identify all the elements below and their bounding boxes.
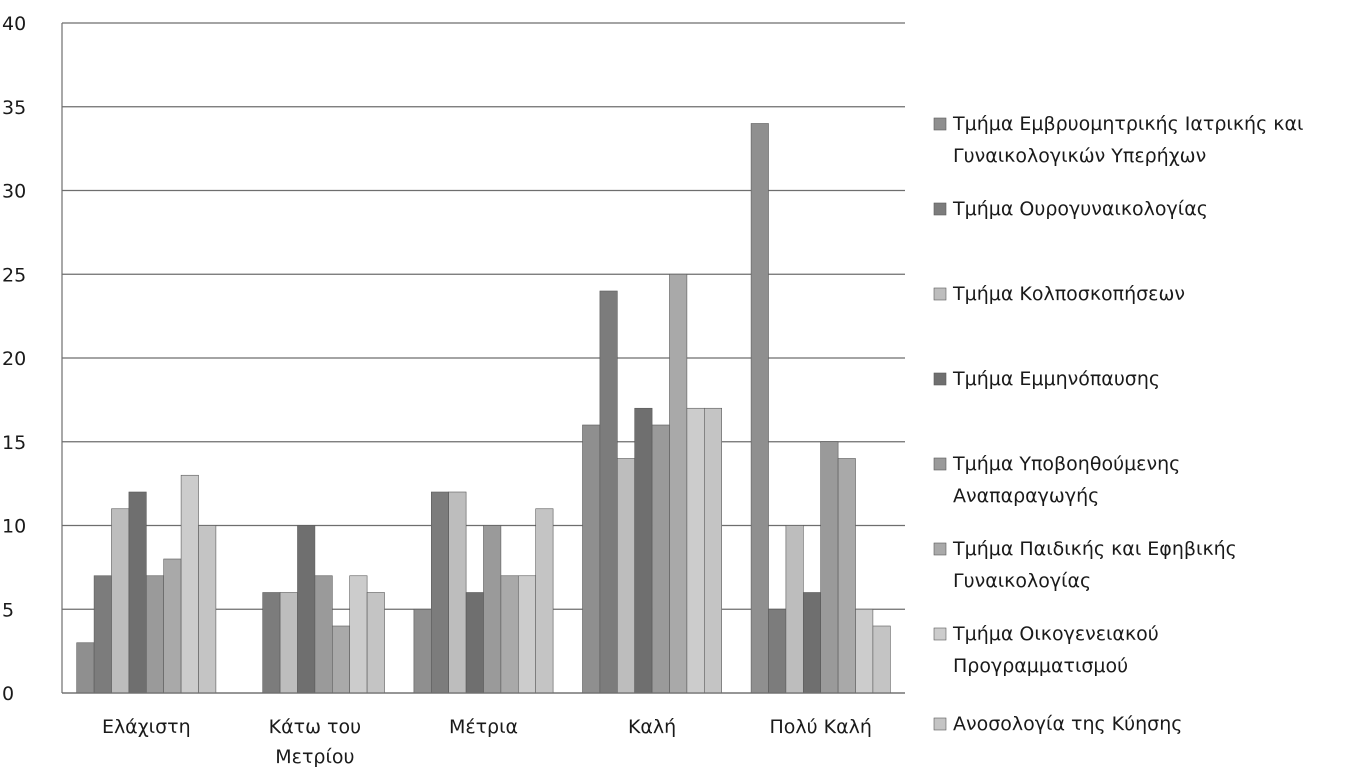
bar [198,525,217,694]
x-tick-label: Πολύ Καλή [769,716,871,738]
bar [599,290,618,694]
bar [146,575,165,694]
y-tick-label: 15 [2,432,26,454]
y-tick-label: 5 [2,599,14,621]
bar [872,625,891,694]
bar [314,575,333,694]
bar [128,491,147,694]
bar [111,508,130,694]
x-tick-label-line: Πολύ Καλή [769,716,871,738]
bar [331,625,350,694]
legend-swatch [933,717,947,731]
legend-label-line: Τμήμα Εμβρυομητρικής Ιατρικής και [952,113,1303,135]
y-tick-label: 20 [2,348,26,370]
legend-label-line: Γυναικολογίας [953,570,1091,592]
legend-label-line: Τμήμα Υποβοηθούμενης [952,453,1180,475]
bar [413,608,432,694]
bar [430,491,449,694]
bar [582,424,601,694]
x-tick-label-line: Μετρίου [275,746,354,768]
bar [855,608,874,694]
y-tick-label: 35 [2,97,26,119]
bar [768,608,787,694]
bar [500,575,519,694]
legend-label: Ανοσολογία της Κύησης [953,713,1182,735]
bar [483,525,502,694]
bar [785,525,804,694]
bar [634,407,653,694]
bar [703,407,722,694]
bar [262,592,281,694]
bar [366,592,385,694]
y-tick-label: 30 [2,181,26,203]
legend-label: Τμήμα Ουρογυναικολογίας [952,198,1208,220]
bar [163,558,182,694]
legend-label: Τμήμα Παιδικής και Εφηβικής Γυναικολογίας [952,538,1237,592]
y-tick-label: 25 [2,264,26,286]
bar [651,424,670,694]
legend-label-line: Τμήμα Ουρογυναικολογίας [952,198,1208,220]
x-tick-label-line: Κάτω του [269,716,361,738]
bar [76,642,95,694]
axes: 0 5 10 15 20 25 30 35 40 Ελάχιστη Κάτω του Μετρίου Μ… [2,13,905,768]
bar [837,458,856,694]
x-tick-label: Ελάχιστη [102,716,191,738]
legend-label-line: Προγραμματισμού [953,655,1128,677]
legend-label-line: Τμήμα Παιδικής και Εφηβικής [952,538,1237,560]
legend-swatch [933,542,947,556]
legend-label-line: Ανοσολογία της Κύησης [953,713,1182,735]
bar [180,474,199,694]
legend-label-line: Τμήμα Οικογενειακού [952,623,1159,645]
bar [616,458,635,694]
legend-label-line: Γυναικολογικών Υπερήχων [953,145,1206,167]
y-tick-label: 10 [2,516,26,538]
legend-label: Τμήμα Εμμηνόπαυσης [952,368,1160,390]
x-tick-label-line: Καλή [628,716,676,738]
legend-swatch [933,627,947,641]
legend-label: Τμήμα Εμβρυομητρικής Ιατρικής και Γυναικο… [952,113,1303,167]
x-tick-label: Μέτρια [449,716,518,738]
legend-label: Τμήμα Κολποσκοπήσεων [952,283,1185,305]
legend-swatch [933,287,947,301]
legend-label-line: Αναπαραγωγής [953,485,1099,507]
y-tick-label: 0 [2,683,14,705]
legend-label-line: Τμήμα Κολποσκοπήσεων [952,283,1185,305]
legend-swatch [933,457,947,471]
legend-swatch [933,372,947,386]
bar [517,575,536,694]
bar [535,508,554,694]
legend-label: Τμήμα Οικογενειακού Προγραμματισμού [952,623,1159,677]
bars [76,123,891,694]
legend-swatch [933,202,947,216]
bar [820,441,839,694]
bar [448,491,467,694]
bar [669,273,688,694]
x-tick-label: Καλή [628,716,676,738]
x-tick-label-line: Μέτρια [449,716,518,738]
bar [686,407,705,694]
bar [802,592,821,694]
y-tick-label: 40 [2,13,26,35]
bar [93,575,112,694]
bar [465,592,484,694]
bar [297,525,316,694]
bar [349,575,368,694]
x-tick-label: Κάτω του Μετρίου [269,716,361,768]
legend: Τμήμα Εμβρυομητρικής Ιατρικής και Γυναικο… [933,113,1303,735]
legend-swatch [933,117,947,131]
legend-label-line: Τμήμα Εμμηνόπαυσης [952,368,1160,390]
bar [750,123,769,694]
legend-label: Τμήμα Υποβοηθούμενης Αναπαραγωγής [952,453,1180,507]
bar [279,592,298,694]
x-tick-label-line: Ελάχιστη [102,716,191,738]
